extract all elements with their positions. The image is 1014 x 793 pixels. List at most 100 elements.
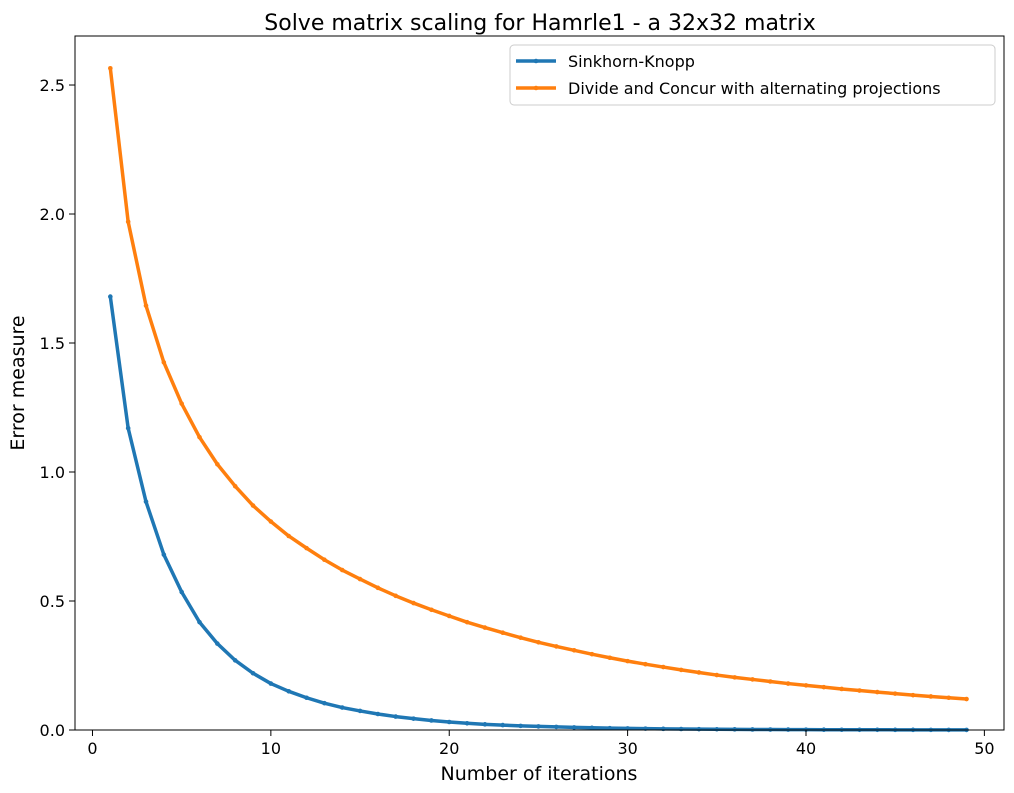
data-point-2 <box>482 625 488 630</box>
data-point-2 <box>179 401 184 406</box>
data-point-2 <box>143 303 149 308</box>
data-point-1 <box>375 711 381 717</box>
data-point-2 <box>304 545 309 551</box>
data-point-1 <box>250 670 256 676</box>
data-point-2 <box>108 65 113 71</box>
data-point-2 <box>393 593 399 599</box>
data-point-2 <box>857 688 862 693</box>
x-axis-label: Number of iterations <box>441 763 638 785</box>
data-point-1 <box>161 552 167 557</box>
series-line-1 <box>108 294 969 732</box>
data-point-1 <box>536 724 541 729</box>
data-point-1 <box>322 700 327 706</box>
data-point-2 <box>714 672 720 678</box>
data-point-2 <box>268 519 274 524</box>
series-line-2 <box>108 66 969 701</box>
data-point-1 <box>482 722 488 727</box>
data-point-2 <box>785 681 791 686</box>
chart-title: Solve matrix scaling for Hamrle1 - a 32x… <box>264 11 815 36</box>
plot-frame <box>74 35 1005 731</box>
data-point-1 <box>518 723 523 729</box>
data-point-1 <box>339 705 345 710</box>
x-tick-label: 20 <box>439 739 459 758</box>
data-point-2 <box>464 619 470 625</box>
y-tick-label: 2.5 <box>40 76 65 95</box>
legend-marker <box>533 85 539 91</box>
data-point-2 <box>429 607 434 613</box>
y-tick-label: 0.5 <box>40 592 65 611</box>
x-tick-label: 50 <box>974 739 994 758</box>
data-point-1 <box>179 589 184 595</box>
data-point-1 <box>500 722 506 728</box>
x-tick-label: 10 <box>261 739 281 758</box>
data-point-1 <box>197 619 202 625</box>
legend-marker <box>533 58 539 64</box>
data-point-1 <box>446 719 452 725</box>
data-point-2 <box>322 557 327 563</box>
legend-box <box>509 44 996 106</box>
data-point-1 <box>553 724 559 730</box>
data-point-2 <box>803 683 809 688</box>
data-point-2 <box>928 694 934 699</box>
data-point-1 <box>732 727 737 732</box>
y-tick-label: 2.0 <box>40 205 65 224</box>
data-point-1 <box>232 658 238 663</box>
data-point-2 <box>125 219 131 225</box>
data-point-1 <box>589 725 595 731</box>
data-point-1 <box>571 725 577 730</box>
data-point-1 <box>464 720 470 726</box>
data-point-1 <box>357 708 363 714</box>
data-point-1 <box>678 726 684 732</box>
data-point-1 <box>393 714 399 719</box>
data-point-1 <box>108 294 113 299</box>
data-point-2 <box>375 585 381 591</box>
data-point-2 <box>286 533 291 539</box>
data-point-2 <box>643 661 648 667</box>
y-axis: 0.0 0.5 1.0 1.5 2.0 2.5 <box>40 76 75 740</box>
data-point-2 <box>875 689 880 695</box>
data-point-2 <box>625 658 630 664</box>
data-point-1 <box>286 689 291 694</box>
data-point-2 <box>357 576 363 582</box>
data-point-2 <box>232 483 238 489</box>
data-point-2 <box>553 644 559 649</box>
data-point-2 <box>411 600 416 606</box>
data-point-2 <box>607 655 613 661</box>
data-point-2 <box>161 360 167 365</box>
y-tick-label: 0.0 <box>40 721 65 740</box>
data-point-2 <box>910 692 916 698</box>
series-layer <box>108 65 969 733</box>
data-point-2 <box>500 630 506 636</box>
plot-area <box>74 35 1005 733</box>
data-point-2 <box>768 679 773 684</box>
data-point-2 <box>839 686 844 692</box>
data-point-1 <box>696 726 702 732</box>
data-point-1 <box>607 725 613 731</box>
data-point-2 <box>946 695 952 701</box>
x-tick-label: 40 <box>796 739 816 758</box>
data-point-1 <box>268 681 274 686</box>
data-point-2 <box>964 696 969 702</box>
data-point-2 <box>589 651 595 657</box>
y-tick-label: 1.5 <box>40 334 65 353</box>
data-point-2 <box>339 567 345 573</box>
legend-label: Sinkhorn-Knopp <box>568 52 695 71</box>
data-point-2 <box>536 639 541 645</box>
data-point-2 <box>446 613 452 619</box>
y-tick-label: 1.0 <box>40 463 65 482</box>
data-point-1 <box>750 727 755 732</box>
data-point-2 <box>518 635 523 640</box>
data-point-2 <box>250 503 256 508</box>
data-point-1 <box>304 695 309 701</box>
data-point-1 <box>215 641 220 646</box>
y-axis-label: Error measure <box>7 315 29 450</box>
data-point-2 <box>571 647 577 653</box>
data-point-2 <box>732 675 737 680</box>
data-point-2 <box>678 667 684 673</box>
data-point-1 <box>411 716 416 721</box>
legend-label: Divide and Concur with alternating proje… <box>568 79 941 98</box>
data-point-1 <box>125 425 131 431</box>
data-point-2 <box>197 434 202 440</box>
x-axis: 0 10 20 30 40 50 <box>87 730 995 758</box>
data-point-2 <box>696 670 702 675</box>
